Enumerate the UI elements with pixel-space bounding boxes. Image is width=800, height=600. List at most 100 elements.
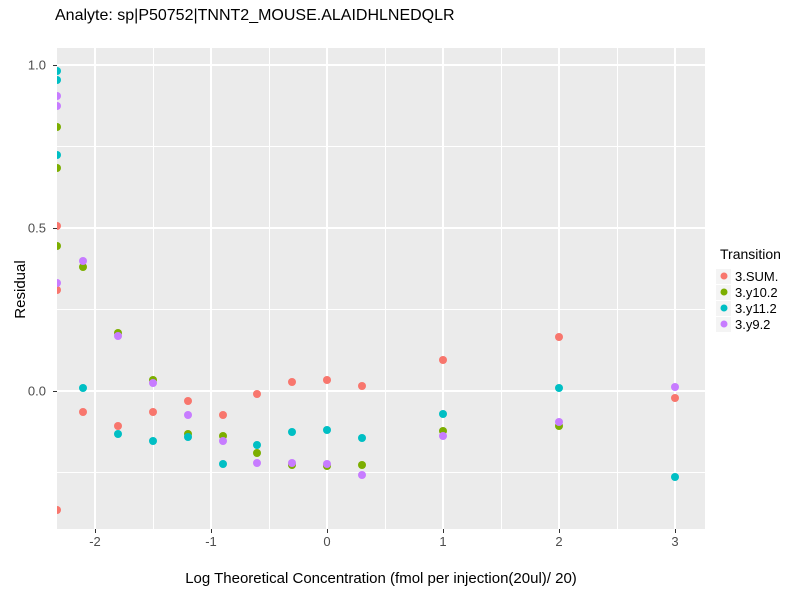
data-point [79, 263, 88, 272]
y-tick-mark [53, 390, 57, 392]
data-point [670, 472, 679, 481]
minor-gridline [57, 471, 705, 473]
major-gridline [674, 48, 676, 529]
data-point [357, 434, 366, 443]
data-point [57, 285, 61, 294]
legend-item: 3.y10.2 [716, 284, 781, 300]
data-point [114, 422, 123, 431]
major-gridline [94, 48, 96, 529]
data-point [670, 383, 679, 392]
minor-gridline [57, 308, 705, 310]
y-tick-mark [53, 227, 57, 229]
data-point [183, 396, 192, 405]
data-point [57, 150, 61, 159]
x-tick-label: -1 [205, 534, 217, 549]
legend-key [716, 316, 731, 332]
legend-dot-icon [720, 272, 727, 280]
x-tick-mark [95, 529, 96, 533]
data-point [57, 75, 61, 84]
x-tick-mark [327, 529, 328, 533]
minor-gridline [268, 48, 270, 529]
data-point [183, 432, 192, 441]
data-point [114, 332, 123, 341]
data-point [79, 256, 88, 265]
legend-dot-icon [720, 320, 727, 328]
data-point [288, 459, 297, 468]
data-point [288, 427, 297, 436]
data-point [555, 383, 563, 392]
x-tick-label: -2 [89, 534, 101, 549]
legend-key [716, 284, 731, 300]
plot-panel [57, 48, 705, 529]
x-tick-mark [559, 529, 560, 533]
data-point [323, 375, 332, 384]
legend-item: 3.y11.2 [716, 300, 781, 316]
data-point [253, 441, 262, 450]
major-gridline [57, 389, 705, 392]
data-point [149, 436, 158, 445]
data-point [218, 410, 227, 419]
y-axis-title: Residual [12, 260, 29, 319]
legend-label: 3.y10.2 [735, 284, 778, 300]
minor-gridline [384, 48, 386, 529]
data-point [57, 241, 61, 250]
data-point [288, 378, 297, 386]
major-gridline [57, 226, 705, 229]
data-point [79, 407, 88, 416]
data-point [114, 430, 123, 439]
x-tick-label: 1 [439, 534, 447, 549]
minor-gridline [57, 145, 705, 147]
legend-dot-icon [720, 304, 727, 312]
x-tick-label: 0 [323, 534, 331, 549]
plot-title: Analyte: sp|P50752|TNNT2_MOUSE.ALAIDHLNE… [55, 7, 455, 24]
legend-key [716, 268, 731, 284]
data-point [439, 355, 447, 364]
data-point [357, 471, 366, 480]
data-point [218, 436, 227, 445]
legend-dot-icon [720, 288, 727, 296]
legend-label: 3.SUM. [735, 268, 779, 284]
legend-key [716, 300, 731, 316]
data-point [149, 379, 158, 388]
minor-gridline [500, 48, 502, 529]
x-tick-mark [443, 529, 444, 533]
data-point [183, 410, 192, 419]
data-point [57, 101, 61, 110]
data-point [57, 163, 61, 172]
major-gridline [558, 48, 560, 529]
x-axis-title: Log Theoretical Concentration (fmol per … [185, 570, 577, 587]
x-tick-mark [211, 529, 212, 533]
major-gridline [57, 63, 705, 66]
legend-label: 3.y11.2 [735, 300, 777, 316]
data-point [439, 410, 447, 419]
major-gridline [210, 48, 212, 529]
minor-gridline [616, 48, 618, 529]
data-point [670, 394, 679, 403]
data-point [218, 460, 227, 469]
data-point [439, 432, 447, 441]
legend-item: 3.SUM. [716, 268, 781, 284]
legend-label: 3.y9.2 [735, 316, 771, 332]
data-point [253, 458, 262, 467]
data-point [57, 279, 61, 288]
legend: Transition 3.SUM. 3.y10.2 3.y11.2 3.y9.2 [716, 246, 781, 332]
x-tick-label: 2 [555, 534, 563, 549]
data-point [357, 461, 366, 470]
data-point [57, 91, 61, 100]
data-point [57, 222, 61, 231]
legend-title: Transition [720, 246, 781, 262]
data-point [439, 426, 447, 435]
data-point [57, 506, 61, 515]
data-point [555, 332, 563, 341]
major-gridline [326, 48, 328, 529]
major-gridline [442, 48, 444, 529]
y-tick-label: 0.0 [27, 383, 46, 399]
data-point [149, 407, 158, 416]
data-point [253, 449, 262, 458]
legend-item: 3.y9.2 [716, 316, 781, 332]
x-tick-label: 3 [671, 534, 679, 549]
y-tick-label: 0.5 [27, 220, 46, 236]
data-point [253, 390, 262, 399]
minor-gridline [152, 48, 154, 529]
data-point [323, 425, 332, 434]
